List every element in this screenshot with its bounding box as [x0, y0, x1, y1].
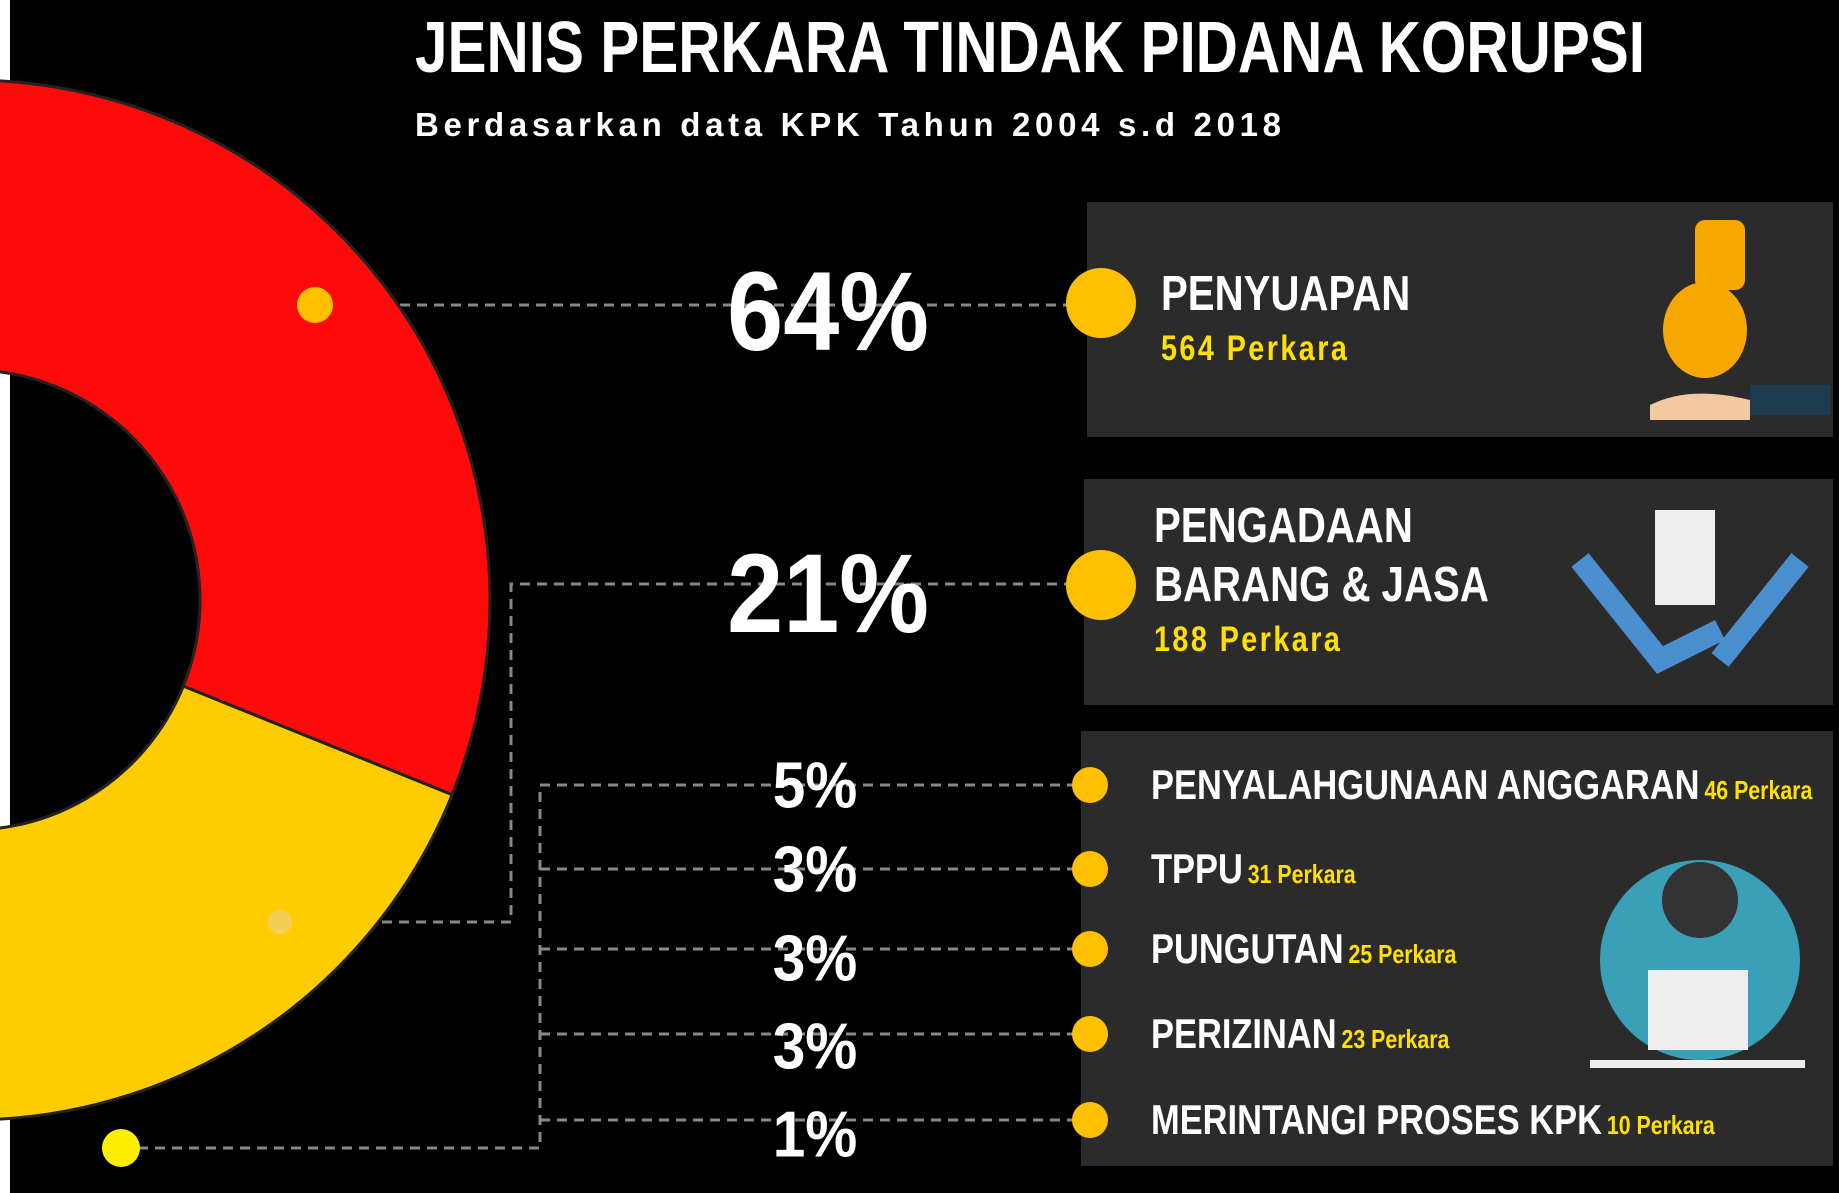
legend-entry: PENGADAAN BARANG & JASA 188 Perkara — [1154, 497, 1498, 661]
percent-label: 3% — [773, 834, 858, 907]
case-count: 46 Perkara — [1704, 775, 1813, 805]
pointer-dot — [297, 287, 333, 323]
legend-entry: PENYUAPAN 564 Perkara — [1161, 265, 1505, 370]
percent-label: 3% — [773, 923, 858, 996]
percent-label: 64% — [727, 249, 929, 374]
chart-subtitle: Berdasarkan data KPK Tahun 2004 s.d 2018 — [415, 106, 1281, 143]
chart-title: JENIS PERKARA TINDAK PIDANA KORUPSI — [415, 8, 1645, 88]
icon — [1571, 220, 1830, 1068]
legend-dot — [1072, 931, 1108, 967]
category-label: TPPU — [1151, 845, 1243, 892]
legend-dot — [1072, 767, 1108, 803]
pointer-dot — [102, 1129, 140, 1167]
percent-label: 3% — [773, 1011, 858, 1084]
left-edge — [0, 0, 10, 1193]
donut — [0, 79, 492, 1121]
legend-dot — [1072, 1016, 1108, 1052]
donut-slice — [0, 684, 455, 1121]
legend-dot — [1072, 1102, 1108, 1138]
legend-dot — [1066, 268, 1136, 338]
case-count: 31 Perkara — [1247, 859, 1356, 889]
leader-lines — [121, 303, 1101, 1150]
legend-entry: PERIZINAN 23 Perkara — [1151, 1009, 1449, 1059]
pointer-dot — [268, 910, 292, 934]
category-label: PENYUAPAN — [1161, 267, 1411, 321]
category-label: PENYALAHGUNAAN ANGGARAN — [1151, 761, 1700, 808]
category-label: PENGADAAN BARANG & JASA — [1154, 499, 1489, 612]
legend-dot — [1072, 851, 1108, 887]
case-count: 564 Perkara — [1161, 328, 1350, 368]
legend-dot — [1066, 550, 1136, 620]
category-label: PERIZINAN — [1151, 1010, 1337, 1057]
legend-entry: PUNGUTAN 25 Perkara — [1151, 924, 1456, 974]
case-count: 25 Perkara — [1348, 939, 1457, 969]
percent-label: 5% — [773, 750, 858, 823]
case-count: 10 Perkara — [1606, 1110, 1715, 1140]
legend-entry: PENYALAHGUNAAN ANGGARAN 46 Perkara — [1151, 760, 1812, 810]
percent-label: 1% — [773, 1099, 858, 1172]
donut-slice — [0, 79, 492, 797]
legend-entry: MERINTANGI PROSES KPK 10 Perkara — [1151, 1095, 1715, 1145]
case-count: 23 Perkara — [1341, 1024, 1450, 1054]
case-count: 188 Perkara — [1154, 619, 1343, 659]
legend-entry: TPPU 31 Perkara — [1151, 844, 1356, 894]
category-label: PUNGUTAN — [1151, 925, 1344, 972]
percent-label: 21% — [727, 531, 929, 656]
category-label: MERINTANGI PROSES KPK — [1151, 1096, 1602, 1143]
